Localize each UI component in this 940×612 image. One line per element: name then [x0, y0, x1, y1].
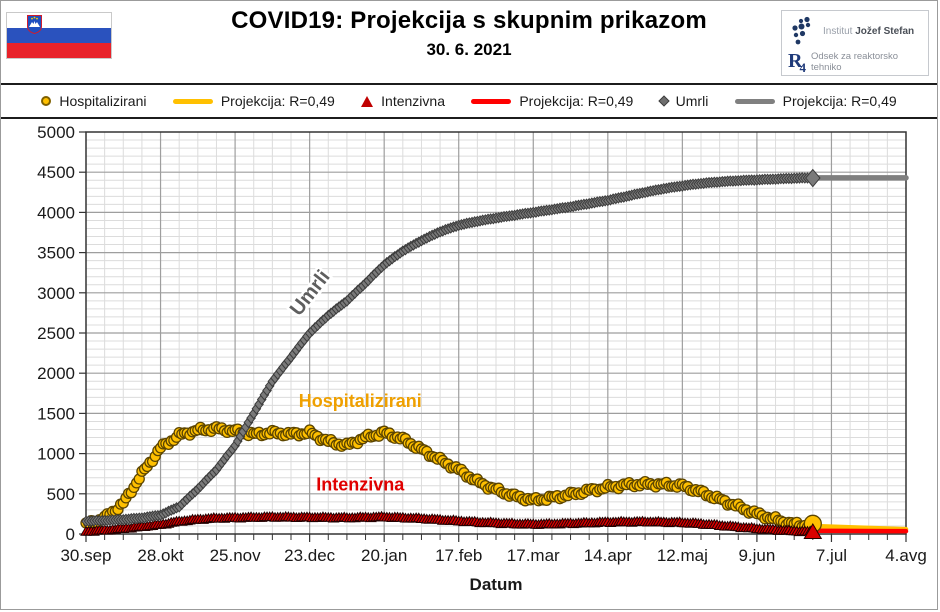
legend-item-intenzivna: Intenzivna	[361, 93, 445, 109]
gray-line-marker-icon	[734, 98, 775, 104]
svg-text:12.maj: 12.maj	[657, 546, 708, 565]
svg-text:30.sep: 30.sep	[60, 546, 111, 565]
report-date: 30. 6. 2021	[426, 40, 512, 59]
logo-box: Institut Jožef Stefan R4 Odsek za reakto…	[781, 10, 929, 76]
legend-label: Umrli	[675, 93, 709, 109]
svg-text:Intenzivna: Intenzivna	[316, 475, 405, 495]
svg-text:500: 500	[47, 485, 75, 504]
svg-text:7.jul: 7.jul	[816, 546, 847, 565]
legend-item-umrli: Umrli	[657, 93, 709, 109]
slovenia-flag	[7, 13, 111, 58]
triangle-marker-icon	[361, 95, 374, 107]
legend-label: Intenzivna	[381, 93, 445, 109]
legend-label: Hospitalizirani	[59, 93, 147, 109]
chart-area: 0 500 1000 1500 2000 2500 3000 3500 4000 4500 5000…	[1, 119, 937, 607]
svg-text:5000: 5000	[37, 123, 75, 142]
legend-item-hospitalizirani: Hospitalizirani	[41, 93, 146, 109]
ijs-logo: Institut Jožef Stefan	[788, 15, 922, 47]
yellow-line-marker-icon	[172, 98, 213, 104]
svg-text:Datum: Datum	[470, 575, 523, 594]
svg-text:3500: 3500	[37, 244, 75, 263]
svg-text:3000: 3000	[37, 284, 75, 303]
title-block: COVID19: Projekcija s skupnim prikazom 3…	[1, 7, 937, 60]
red-line-marker-icon	[471, 98, 512, 104]
svg-text:4500: 4500	[37, 163, 75, 182]
svg-text:0: 0	[66, 525, 75, 544]
r4-logo: R4 Odsek za reaktorsko tehniko	[788, 49, 922, 75]
svg-text:Hospitalizirani: Hospitalizirani	[299, 391, 422, 411]
svg-text:14.apr: 14.apr	[584, 546, 633, 565]
legend-item-projekcija-hosp: Projekcija: R=0,49	[172, 93, 335, 109]
svg-text:20.jan: 20.jan	[361, 546, 407, 565]
svg-text:28.okt: 28.okt	[137, 546, 184, 565]
header: COVID19: Projekcija s skupnim prikazom 3…	[1, 1, 937, 85]
slovenia-coat-of-arms-icon	[27, 15, 42, 34]
institute-label: Institut Jožef Stefan	[823, 25, 915, 37]
svg-text:25.nov: 25.nov	[210, 546, 262, 565]
svg-text:17.mar: 17.mar	[507, 546, 560, 565]
svg-text:17.feb: 17.feb	[435, 546, 482, 565]
legend-label: Projekcija: R=0,49	[519, 93, 634, 109]
svg-text:1500: 1500	[37, 404, 75, 423]
covid-projection-chart: 0 500 1000 1500 2000 2500 3000 3500 4000 4500 5000…	[37, 123, 927, 594]
page-title: COVID19: Projekcija s skupnim prikazom	[231, 7, 707, 34]
svg-text:23.dec: 23.dec	[284, 546, 336, 565]
svg-text:4.avg: 4.avg	[885, 546, 927, 565]
diamond-marker-icon	[657, 95, 670, 107]
legend-item-projekcija-icu: Projekcija: R=0,49	[471, 93, 633, 109]
svg-text:1000: 1000	[37, 445, 75, 464]
svg-text:9.jun: 9.jun	[738, 546, 775, 565]
flag-red-stripe	[7, 43, 111, 58]
circle-marker-icon	[41, 96, 52, 106]
department-label: Odsek za reaktorsko tehniko	[810, 51, 899, 73]
svg-text:4000: 4000	[37, 203, 75, 222]
svg-text:2000: 2000	[37, 364, 75, 383]
ijs-dots-icon	[792, 16, 811, 45]
legend-label: Projekcija: R=0,49	[220, 93, 335, 109]
legend-item-projekcija-deaths: Projekcija: R=0,49	[734, 93, 897, 109]
legend-label: Projekcija: R=0,49	[782, 93, 897, 109]
r4-logo-icon: R4	[788, 49, 806, 75]
chart-legend: Hospitalizirani Projekcija: R=0,49 Inten…	[1, 85, 937, 119]
svg-text:2500: 2500	[37, 324, 75, 343]
